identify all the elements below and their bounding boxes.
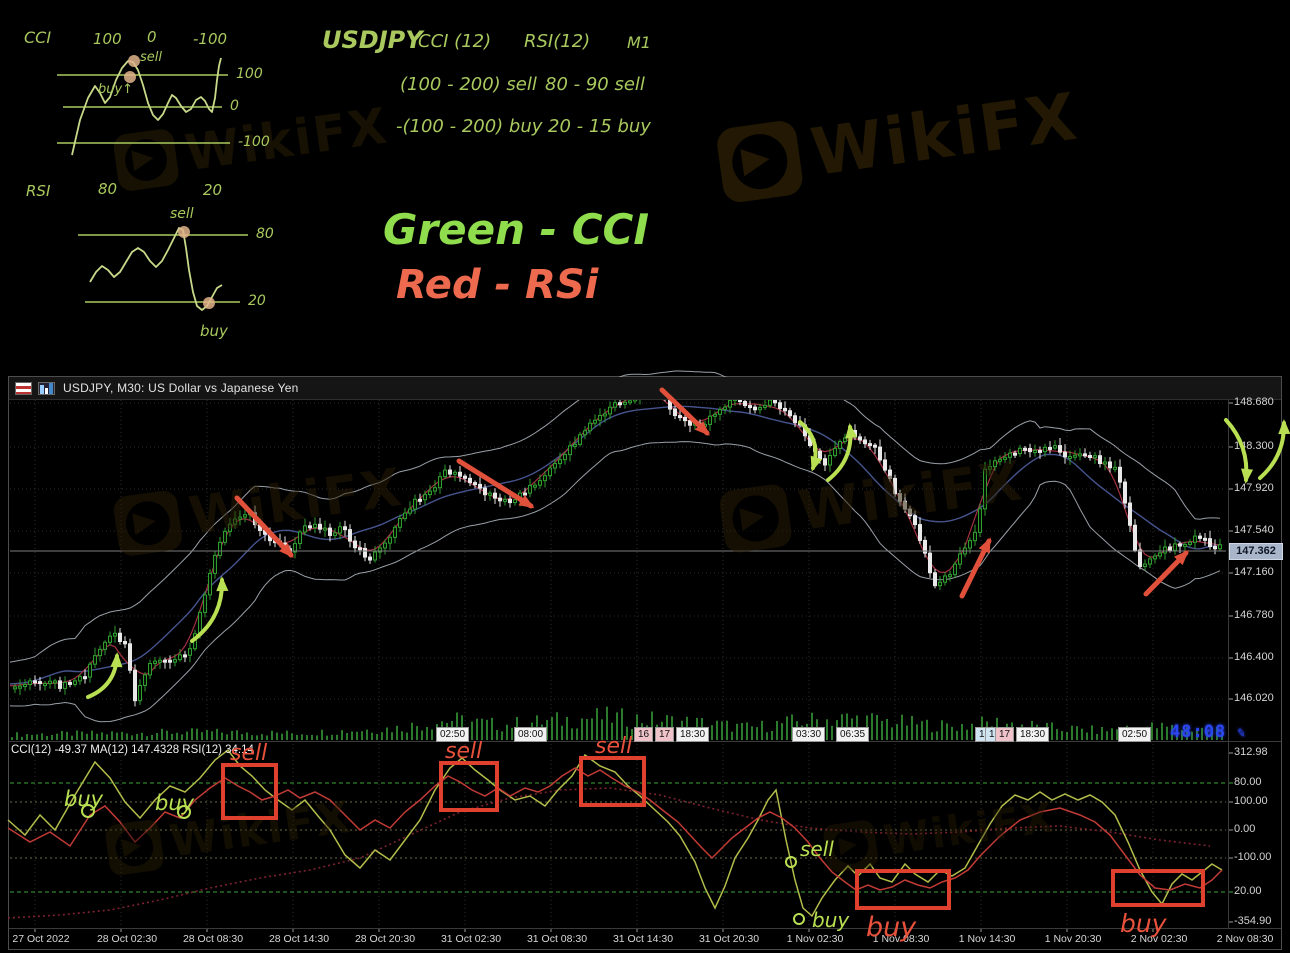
splitter-time-badge: 08:00	[514, 727, 548, 742]
time-axis-label: 31 Oct 20:30	[698, 933, 760, 945]
price-scale-label: 146.780	[1234, 609, 1274, 621]
price-scale-label: 146.020	[1234, 692, 1274, 704]
price-scale-label: 147.160	[1234, 566, 1274, 578]
cci-sketch-level-label: 100	[236, 66, 263, 82]
legend-red-rsi: Red - RSi	[396, 262, 599, 308]
note-rule-cci-buy: -(100 - 200) buy	[396, 116, 543, 137]
splitter-time-badge: 16	[634, 727, 654, 742]
time-axis-label: 28 Oct 20:30	[354, 933, 416, 945]
cci-sketch-level-label: -100	[238, 134, 270, 150]
splitter-time-badge: 17	[655, 727, 675, 742]
bar-chart-icon	[38, 381, 55, 395]
note-symbol: USDJPY	[322, 26, 423, 54]
cci-sketch-sell-label: sell	[140, 50, 162, 65]
time-axis-label: 1 Nov 20:30	[1044, 933, 1102, 945]
chart-title-bar: USDJPY, M30: US Dollar vs Japanese Yen	[9, 377, 1281, 400]
note-rule-rsi-buy: 20 - 15 buy	[548, 116, 651, 137]
price-scale-label: 147.920	[1234, 482, 1274, 494]
time-axis-label: 27 Oct 2022	[12, 933, 70, 945]
rsi-sketch-level-label: 20	[248, 293, 266, 309]
wikifx-watermark-text: WikiFX	[181, 97, 393, 183]
time-axis-divider	[9, 928, 1281, 929]
time-axis-label: 1 Nov 14:30	[958, 933, 1016, 945]
time-axis-label: 28 Oct 02:30	[96, 933, 158, 945]
cci-sketch-level-label: 0	[230, 98, 239, 114]
price-scale-label: 148.680	[1234, 396, 1274, 408]
splitter-time-badge: 18:30	[676, 727, 710, 742]
time-axis-label: 2 Nov 08:30	[1216, 933, 1274, 945]
time-axis-label: 1 Nov 08:30	[872, 933, 930, 945]
indicator-scale-label: 80.00	[1234, 776, 1262, 788]
rsi-sketch-sell-dot	[178, 226, 190, 238]
note-timeframe: M1	[627, 33, 651, 52]
note-rule-rsi-sell: 80 - 90 sell	[545, 74, 645, 95]
note-rsi-title: RSI	[26, 182, 51, 200]
time-axis-label: 31 Oct 08:30	[526, 933, 588, 945]
wikifx-eagle-logo	[715, 118, 805, 205]
note-cci-title: CCI	[24, 28, 52, 47]
chart-title: USDJPY, M30: US Dollar vs Japanese Yen	[63, 381, 299, 395]
cci-sketch-buy-label: buy↑	[98, 82, 134, 97]
wikifx-watermark-text: WikiFX	[806, 79, 1084, 192]
time-axis-label: 2 Nov 02:30	[1130, 933, 1188, 945]
note-cci-scale-0: 0	[147, 28, 157, 46]
indicator-scale-label: -354.90	[1234, 915, 1272, 927]
legend-green-cci: Green - CCI	[383, 205, 650, 254]
indicator-values-label: CCI(12) -49.37 MA(12) 147.4328 RSI(12) 3…	[11, 744, 254, 756]
time-axis-label: 1 Nov 02:30	[786, 933, 844, 945]
cci-sketch-sell-dot	[128, 55, 140, 67]
indicator-scale-label: -100.00	[1234, 851, 1272, 863]
indicator-scale-label: 20.00	[1234, 885, 1262, 897]
price-scale-label: 147.540	[1234, 524, 1274, 536]
indicator-scale-label: 312.98	[1234, 746, 1268, 758]
rsi-sketch-sell-label: sell	[170, 206, 194, 222]
price-scale-label: 148.300	[1234, 440, 1274, 452]
indicator-scale-label: 0.00	[1234, 823, 1256, 835]
cci-sketch-curve	[71, 57, 222, 156]
splitter-time-badge: 17	[995, 727, 1015, 742]
note-ind-rsi: RSI(12)	[524, 31, 591, 52]
note-rsi-scale-20: 20	[203, 181, 223, 199]
bar-countdown-clock: 48:08 ✎	[1170, 722, 1249, 742]
rsi-sketch-level-label: 80	[256, 226, 274, 242]
splitter-time-badge: 06:35	[836, 727, 870, 742]
chart-window[interactable]	[8, 376, 1282, 950]
pen-icon: ✎	[1236, 724, 1249, 742]
wikifx-eagle-logo	[112, 127, 181, 193]
time-axis-label: 28 Oct 14:30	[268, 933, 330, 945]
rsi-sketch-curve	[89, 227, 223, 311]
note-ind-cci: CCI (12)	[418, 31, 492, 52]
rsi-sketch-buy-dot	[203, 297, 215, 309]
market-depth-icon	[15, 381, 32, 395]
current-price-tag: 147.362	[1229, 543, 1283, 560]
splitter-time-badge: 18:30	[1016, 727, 1050, 742]
time-axis-label: 31 Oct 14:30	[612, 933, 674, 945]
note-cci-scale-n100: -100	[193, 30, 228, 48]
time-axis-label: 31 Oct 02:30	[440, 933, 502, 945]
wikifx-watermark: WikiFX	[715, 80, 1083, 205]
note-cci-scale-100: 100	[93, 30, 122, 48]
splitter-time-badge: 03:30	[792, 727, 826, 742]
price-scale-divider	[1228, 399, 1229, 928]
rsi-sketch-buy-label: buy	[200, 322, 228, 340]
indicator-scale-label: 100.00	[1234, 795, 1268, 807]
note-rsi-scale-80: 80	[98, 180, 118, 198]
note-rule-cci-sell: (100 - 200) sell	[400, 74, 537, 95]
splitter-time-badge: 02:50	[1118, 727, 1152, 742]
splitter-time-badge: 02:50	[436, 727, 470, 742]
price-scale-label: 146.400	[1234, 651, 1274, 663]
time-axis-label: 28 Oct 08:30	[182, 933, 244, 945]
